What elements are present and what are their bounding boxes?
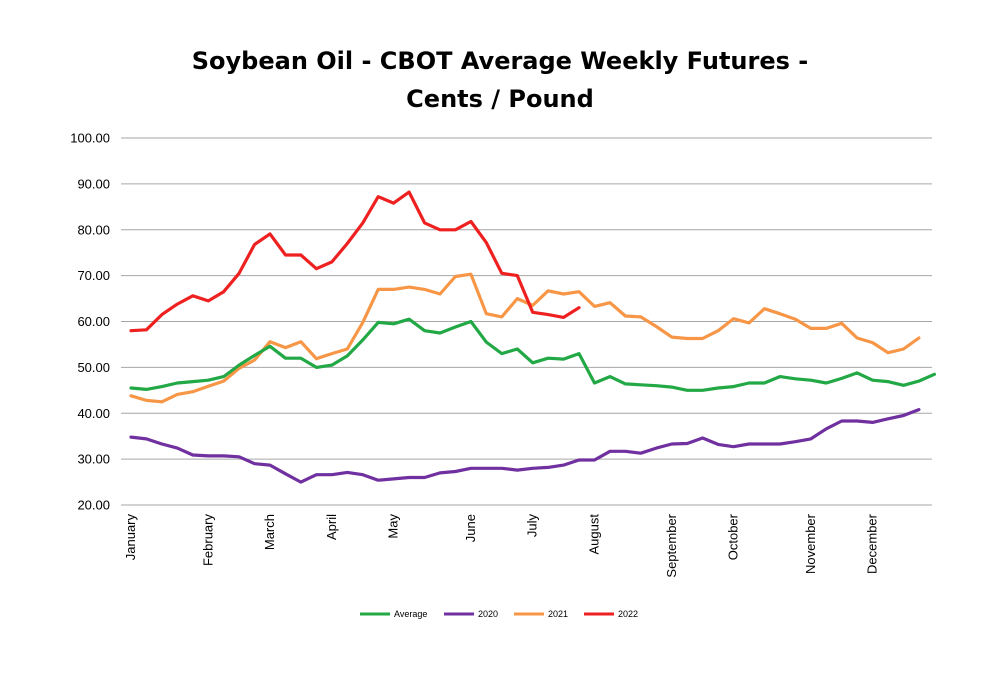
series-line-2020 — [129, 408, 921, 484]
x-tick-label: October — [726, 513, 741, 560]
legend: Average 2020 2021 2022 — [360, 609, 638, 619]
y-tick-label: 90.00 — [77, 176, 110, 191]
x-tick-label: January — [123, 514, 138, 561]
y-axis-tick-labels: 20.00 30.00 40.00 50.00 60.00 70.00 80.00 90.00… — [70, 131, 110, 513]
gridlines — [121, 137, 932, 506]
y-tick-label: 100.00 — [70, 131, 110, 146]
y-tick-label: 70.00 — [77, 268, 110, 283]
y-tick-label: 30.00 — [77, 452, 110, 467]
y-tick-label: 80.00 — [77, 222, 110, 237]
x-tick-label: April — [324, 514, 339, 540]
y-tick-label: 60.00 — [77, 314, 110, 329]
legend-label: Average — [394, 609, 427, 619]
legend-label: 2020 — [478, 609, 498, 619]
y-tick-label: 50.00 — [77, 360, 110, 375]
legend-label: 2021 — [548, 609, 568, 619]
x-tick-label: May — [386, 514, 401, 539]
x-tick-label: September — [664, 513, 679, 577]
series-line-average — [129, 317, 937, 392]
x-tick-label: November — [803, 513, 818, 574]
series-lines — [129, 190, 937, 484]
x-axis-month-labels: January February March April May June July Augu… — [123, 513, 880, 577]
y-tick-label: 20.00 — [77, 498, 110, 513]
x-tick-label: December — [865, 513, 880, 574]
x-tick-label: June — [463, 514, 478, 542]
series-line-2022 — [129, 190, 581, 333]
x-tick-label: March — [262, 514, 277, 550]
chart-title: Soybean Oil - CBOT Average Weekly Future… — [191, 47, 809, 113]
legend-label: 2022 — [618, 609, 638, 619]
y-tick-label: 40.00 — [77, 406, 110, 421]
x-tick-label: July — [525, 514, 540, 538]
x-tick-label: February — [200, 514, 215, 567]
x-tick-label: August — [587, 514, 602, 555]
